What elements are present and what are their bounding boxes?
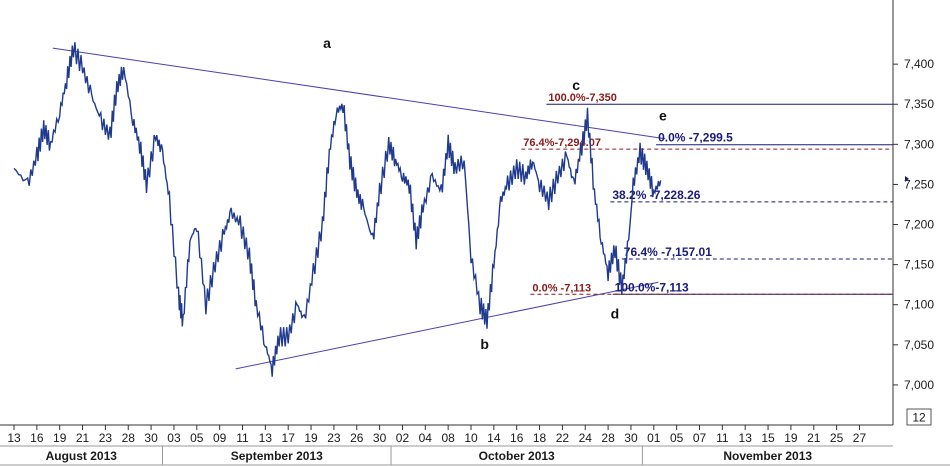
wave-label-a: a [323, 35, 331, 51]
x-tick-label: 13 [7, 431, 21, 445]
x-tick-label: 27 [853, 431, 867, 445]
y-tick-label: 7,300 [904, 137, 934, 151]
x-tick-label: 09 [213, 431, 227, 445]
y-tick-label: 7,200 [904, 218, 934, 232]
x-tick-label: 28 [122, 431, 136, 445]
trendline [235, 281, 659, 370]
fibonacci-levels: 100.0%-7,350 76.4%-7,294.07 0.0% -7,299.5 3… [521, 92, 893, 295]
fib-level-label: 76.4%-7,294.07 [523, 137, 601, 149]
x-tick-label: 16 [510, 431, 524, 445]
month-label: November 2013 [723, 449, 812, 463]
x-tick-label: 15 [761, 431, 775, 445]
x-tick-label: 03 [167, 431, 181, 445]
x-tick-label: 30 [144, 431, 158, 445]
wave-label-b: b [480, 336, 489, 352]
x-tick-label: 19 [784, 431, 798, 445]
price-line [13, 42, 662, 377]
y-tick-label: 7,150 [904, 258, 934, 272]
x-tick-label: 21 [76, 431, 90, 445]
x-tick-label: 21 [807, 431, 821, 445]
wave-label-e: e [659, 107, 667, 123]
x-tick-label: 23 [327, 431, 341, 445]
x-tick-label: 14 [487, 431, 501, 445]
zoom-label: 12 [912, 411, 926, 425]
fib-level-label: 38.2% -7,228.26 [612, 188, 700, 202]
x-tick-label: 25 [830, 431, 844, 445]
x-tick-label: 10 [464, 431, 478, 445]
x-tick-label: 11 [236, 431, 249, 445]
y-tick-label: 7,400 [904, 57, 934, 71]
trendline [52, 47, 666, 140]
last-price-marker [905, 175, 909, 182]
fib-level-label: 100.0%-7,350 [548, 92, 617, 104]
x-tick-label: 11 [716, 431, 729, 445]
y-tick-label: 7,350 [904, 97, 934, 111]
month-label: August 2013 [46, 449, 118, 463]
fib-level-label: 0.0% -7,113 [532, 282, 591, 294]
month-label: October 2013 [479, 449, 555, 463]
y-tick-label: 7,000 [904, 378, 934, 392]
x-tick-label: 05 [670, 431, 684, 445]
fib-level-label: 76.4% -7,157.01 [624, 245, 712, 259]
x-tick-label: 05 [190, 431, 204, 445]
wave-label-c: c [572, 77, 580, 93]
fib-level-label: 100.0%-7,113 [615, 280, 689, 294]
price-series [13, 42, 662, 377]
month-label: September 2013 [231, 449, 323, 463]
x-tick-label: 22 [556, 431, 570, 445]
y-axis-ticks: 7,000 7,050 7,100 7,150 7,200 7,250 7,300 7,350… [893, 57, 934, 392]
x-tick-label: 18 [533, 431, 547, 445]
x-tick-label: 13 [739, 431, 753, 445]
month-labels: August 2013 September 2013 October 2013 Nov… [46, 446, 812, 465]
x-tick-label: 23 [99, 431, 113, 445]
wave-labels: a b c d e [323, 35, 667, 352]
fib-level-label: 0.0% -7,299.5 [658, 131, 733, 145]
x-tick-label: 01 [647, 431, 661, 445]
x-tick-label: 02 [396, 431, 410, 445]
x-tick-label: 08 [441, 431, 455, 445]
x-tick-label: 19 [304, 431, 318, 445]
x-tick-label: 04 [419, 431, 433, 445]
x-tick-label: 30 [373, 431, 387, 445]
y-tick-label: 7,250 [904, 177, 934, 191]
x-tick-label: 07 [693, 431, 707, 445]
x-tick-label: 16 [30, 431, 44, 445]
y-tick-label: 7,100 [904, 298, 934, 312]
x-tick-label: 19 [53, 431, 67, 445]
x-axis-ticks: 13 16 19 21 23 28 30 03 05 09 11 13 17 19 23 26 30 02 04 08… [7, 425, 866, 445]
wave-label-d: d [611, 305, 620, 321]
x-tick-label: 28 [601, 431, 615, 445]
x-tick-label: 26 [350, 431, 364, 445]
zoom-box[interactable]: 12 [906, 408, 932, 426]
y-tick-label: 7,050 [904, 338, 934, 352]
trendlines [52, 47, 666, 370]
x-tick-label: 24 [579, 431, 593, 445]
x-tick-label: 13 [259, 431, 273, 445]
x-tick-label: 30 [624, 431, 638, 445]
x-tick-label: 17 [282, 431, 296, 445]
